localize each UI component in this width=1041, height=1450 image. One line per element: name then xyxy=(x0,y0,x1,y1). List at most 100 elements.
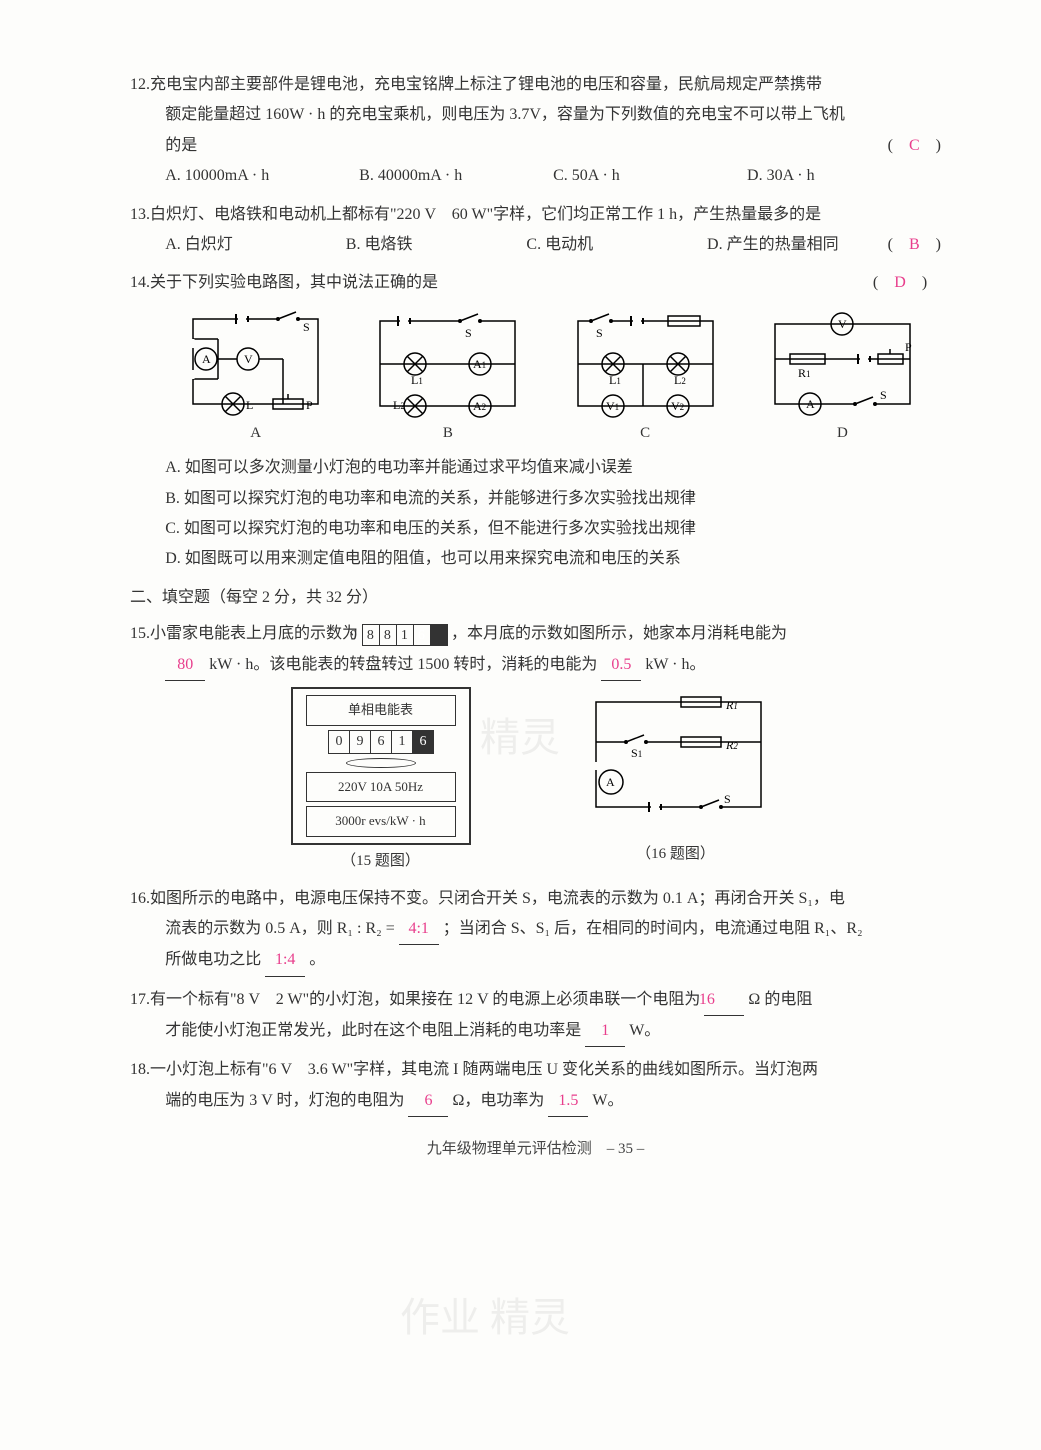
q16-line3: 所做电功之比 1:4 。 xyxy=(130,945,941,976)
circuit-a: S A V L P A xyxy=(178,309,333,448)
meter-spec2: 3000r evs/kW · h xyxy=(306,806,456,837)
svg-text:R1: R1 xyxy=(725,698,738,712)
q13-answer: B xyxy=(909,236,920,253)
q16-line2: 流表的示数为 0.5 A，则 R₁ : R₂ = 4:1 ；当闭合 S、S₁ 后… xyxy=(130,914,941,945)
q18-ans1: 6 xyxy=(408,1086,448,1117)
q12-answer-slot: ( C ) xyxy=(888,131,941,161)
q16-stem2b: ；当闭合 S、S₁ 后，在相同的时间内，电流通过电阻 R₁、R₂ xyxy=(443,920,863,937)
q16-ans2: 1:4 xyxy=(265,945,305,976)
meter-d2: 6 xyxy=(370,730,392,754)
q13-line1: 13.白炽灯、电烙铁和电动机上都标有"220 V 60 W"字样，它们均正常工作… xyxy=(130,200,941,230)
svg-text:V: V xyxy=(244,352,253,366)
q14-circuits: S A V L P A S L1 xyxy=(130,309,941,448)
svg-text:L1: L1 xyxy=(411,373,423,387)
meter-title: 单相电能表 xyxy=(306,695,456,726)
question-12: 12.充电宝内部主要部件是锂电池，充电宝铭牌上标注了锂电池的电压和容量，民航局规… xyxy=(130,70,941,192)
circuit-a-label: A xyxy=(250,419,261,448)
q15-line1: 15.小雷家电能表上月底的示数为 08816 ，本月底的示数如图所示，她家本月消… xyxy=(130,619,941,649)
svg-text:A: A xyxy=(202,352,211,366)
question-15: 15.小雷家电能表上月底的示数为 08816 ，本月底的示数如图所示，她家本月消… xyxy=(130,619,941,875)
svg-text:A2: A2 xyxy=(473,399,486,413)
q17-stem2b: W。 xyxy=(629,1022,660,1039)
q13-choice-d: D. 产生的热量相同 xyxy=(707,230,888,260)
svg-text:R2: R2 xyxy=(725,738,738,752)
q18-tail: W。 xyxy=(592,1092,623,1109)
q15-stem-b: ，本月底的示数如图所示，她家本月消耗电能为 xyxy=(451,625,787,642)
meter-d1: 9 xyxy=(349,730,371,754)
q16-ans1: 4:1 xyxy=(399,914,439,945)
q17-line2: 才能使小灯泡正常发光，此时在这个电阻上消耗的电功率是 1 W。 xyxy=(130,1016,941,1047)
svg-text:S: S xyxy=(303,320,310,334)
circuit-d-label: D xyxy=(837,419,848,448)
svg-text:A: A xyxy=(606,775,615,789)
meter-d0: 0 xyxy=(328,730,350,754)
question-14: 14.关于下列实验电路图，其中说法正确的是 ( D ) S A V xyxy=(130,268,941,574)
svg-text:L2: L2 xyxy=(393,398,405,412)
q14-opt-a: A. 如图可以多次测量小灯泡的电功率并能通过求平均值来减小误差 xyxy=(130,453,941,483)
svg-text:A: A xyxy=(806,397,815,411)
meter-box: 单相电能表 0 9 6 1 6 220V 10A 50Hz 3000r evs/… xyxy=(291,687,471,845)
q14-opt-c: C. 如图可以探究灯泡的电功率和电压的关系，但不能进行多次实验找出规律 xyxy=(130,514,941,544)
fig15-caption: （15 题图） xyxy=(291,847,471,876)
meter-spec1: 220V 10A 50Hz xyxy=(306,772,456,803)
meter-d3: 1 xyxy=(391,730,413,754)
svg-text:V1: V1 xyxy=(606,399,619,413)
q16-stem1: 如图所示的电路中，电源电压保持不变。只闭合开关 S，电流表的示数为 0.1 A；… xyxy=(150,890,845,907)
q17-stem2a: 才能使小灯泡正常发光，此时在这个电阻上消耗的电功率是 xyxy=(165,1022,581,1039)
svg-text:R1: R1 xyxy=(798,366,811,380)
q13-choices: A. 白炽灯 B. 电烙铁 C. 电动机 D. 产生的热量相同 xyxy=(130,230,888,260)
circuit-d-svg: V R1 P A S xyxy=(760,309,925,419)
q18-mid: Ω，电功率为 xyxy=(452,1092,544,1109)
q14-stem: 关于下列实验电路图，其中说法正确的是 xyxy=(150,274,438,291)
q18-line1: 18.一小灯泡上标有"6 V 3.6 W"字样，其电流 I 随两端电压 U 变化… xyxy=(130,1055,941,1085)
q16-num: 16. xyxy=(130,890,150,907)
q12-choice-a: A. 10000mA · h xyxy=(165,161,359,191)
q18-num: 18. xyxy=(130,1061,150,1078)
q15-digit-4: 6 xyxy=(430,624,448,646)
q15-ans2: 0.5 xyxy=(601,650,641,681)
q15-unit1: kW · h。该电能表的转盘转过 1500 转时，消耗的电能为 xyxy=(209,656,597,673)
q15-line2: 80 kW · h。该电能表的转盘转过 1500 转时，消耗的电能为 0.5 k… xyxy=(130,650,941,681)
meter-d4: 6 xyxy=(412,730,434,754)
q15-unit2: kW · h。 xyxy=(645,656,705,673)
svg-text:V: V xyxy=(838,317,847,331)
q17-stem1a: 有一个标有"8 V 2 W"的小灯泡，如果接在 12 V 的电源上必须串联一个电… xyxy=(150,991,700,1008)
q12-line1: 12.充电宝内部主要部件是锂电池，充电宝铭牌上标注了锂电池的电压和容量，民航局规… xyxy=(130,70,941,100)
circuit-c: S L1 L2 V1 V2 C xyxy=(563,309,728,448)
q15-figures: 单相电能表 0 9 6 1 6 220V 10A 50Hz 3000r evs/… xyxy=(130,687,941,876)
q17-ans1: 16 xyxy=(704,985,744,1016)
meter-digits: 0 9 6 1 6 xyxy=(328,730,433,754)
q14-answer: D xyxy=(894,274,906,291)
q13-num: 13. xyxy=(130,206,150,223)
svg-text:S1: S1 xyxy=(631,746,642,760)
q17-ans2: 1 xyxy=(585,1016,625,1047)
q18-stem1: 一小灯泡上标有"6 V 3.6 W"字样，其电流 I 随两端电压 U 变化关系的… xyxy=(150,1061,818,1078)
svg-text:L1: L1 xyxy=(609,373,621,387)
question-16: 16.如图所示的电路中，电源电压保持不变。只闭合开关 S，电流表的示数为 0.1… xyxy=(130,884,941,977)
q13-answer-slot: ( B ) xyxy=(888,230,941,260)
q12-line2: 额定能量超过 160W · h 的充电宝乘机，则电压为 3.7V，容量为下列数值… xyxy=(130,100,941,130)
q16-stem3: 所做电功之比 xyxy=(165,951,261,968)
svg-text:S: S xyxy=(465,326,472,340)
q18-stem2a: 端的电压为 3 V 时，灯泡的电阻为 xyxy=(165,1092,404,1109)
q12-line3: 的是 ( C ) xyxy=(130,131,941,161)
svg-text:S: S xyxy=(724,792,731,806)
q13-choice-c: C. 电动机 xyxy=(526,230,707,260)
q12-num: 12. xyxy=(130,76,150,93)
section-2-header: 二、填空题（每空 2 分，共 32 分） xyxy=(130,583,941,613)
q15-stem-a: 小雷家电能表上月底的示数为 xyxy=(150,625,358,642)
circuit-c-svg: S L1 L2 V1 V2 xyxy=(563,309,728,419)
q15-num: 15. xyxy=(130,625,150,642)
page-footer: 九年级物理单元评估检测 – 35 – xyxy=(130,1135,941,1164)
svg-text:V2: V2 xyxy=(671,399,684,413)
q12-choice-d: D. 30A · h xyxy=(747,161,941,191)
q14-num: 14. xyxy=(130,274,150,291)
circuit-16-figure: R1 S1 R2 A S （16 题图） xyxy=(571,687,781,876)
q14-line: 14.关于下列实验电路图，其中说法正确的是 ( D ) xyxy=(130,268,941,298)
q12-choices: A. 10000mA · h B. 40000mA · h C. 50A · h… xyxy=(130,161,941,191)
q13-choice-a: A. 白炽灯 xyxy=(165,230,346,260)
q15-ans1: 80 xyxy=(165,650,205,681)
q14-opt-b: B. 如图可以探究灯泡的电功率和电流的关系，并能够进行多次实验找出规律 xyxy=(130,484,941,514)
svg-text:A1: A1 xyxy=(473,357,486,371)
meter-figure: 单相电能表 0 9 6 1 6 220V 10A 50Hz 3000r evs/… xyxy=(291,687,471,876)
